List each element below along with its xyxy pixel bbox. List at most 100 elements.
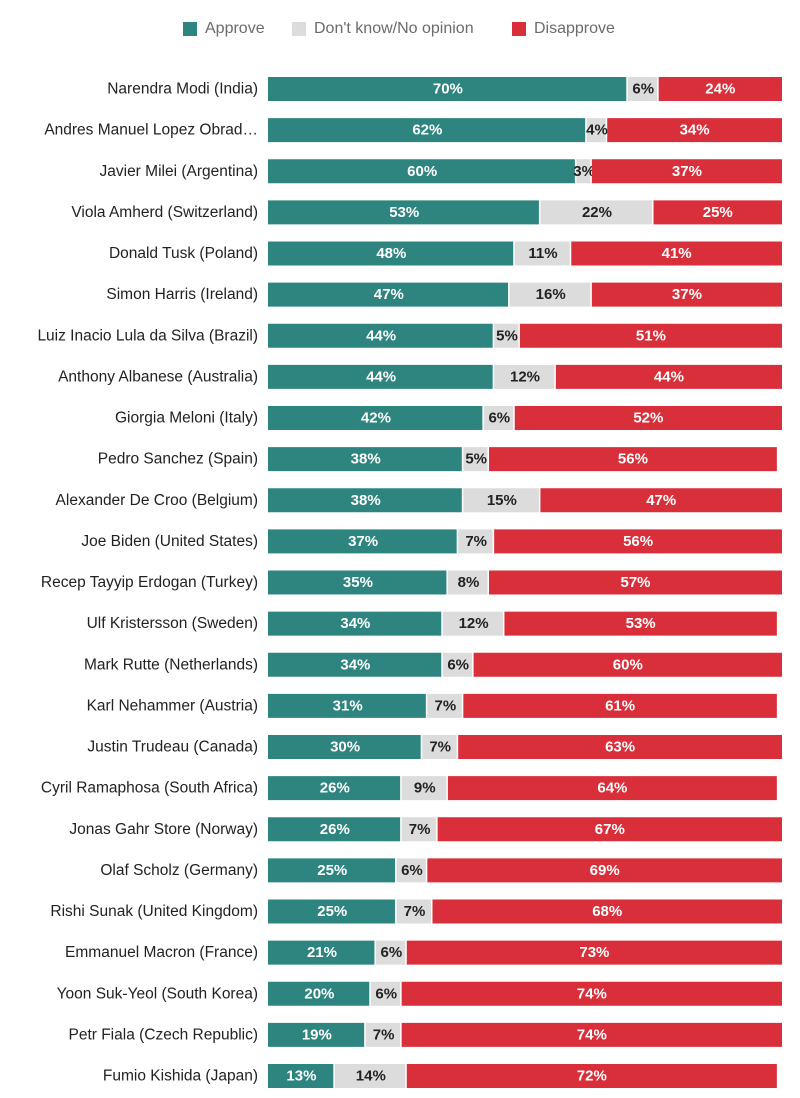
category-label: Giorgia Meloni (Italy): [115, 410, 258, 427]
data-label-approve: 20%: [304, 985, 334, 1002]
bar-segment-disapprove: [514, 406, 782, 430]
data-label-dont-know: 22%: [582, 204, 612, 221]
data-label-dont-know: 12%: [510, 368, 540, 385]
bar-segment-disapprove: [406, 940, 782, 965]
category-label: Ulf Kristersson (Sweden): [87, 615, 258, 632]
legend-label-approve: Approve: [205, 20, 265, 37]
data-label-approve: 30%: [330, 739, 360, 756]
bar-segment-dont-know: [463, 447, 488, 472]
category-label: Petr Fiala (Czech Republic): [68, 1026, 258, 1043]
data-label-disapprove: 53%: [626, 615, 656, 632]
data-label-approve: 38%: [351, 451, 381, 468]
bar-segment-approve: [268, 529, 457, 554]
bar-segment-dont-know: [586, 118, 606, 143]
bar-segment-disapprove: [504, 611, 777, 636]
bar-segment-disapprove: [591, 282, 782, 307]
bar-segment-dont-know: [576, 159, 591, 184]
data-label-dont-know: 7%: [404, 903, 426, 920]
bar-segment-disapprove: [540, 488, 782, 513]
data-label-disapprove: 69%: [590, 862, 620, 879]
bar-segment-disapprove: [571, 241, 782, 266]
legend-item-dont-know: Don't know/No opinion: [292, 18, 474, 40]
bar-segment-dont-know: [483, 406, 514, 430]
data-label-dont-know: 5%: [465, 451, 487, 468]
category-label: Viola Amherd (Switzerland): [71, 204, 258, 221]
bar-segment-approve: [268, 858, 395, 883]
data-label-approve: 34%: [340, 656, 370, 673]
data-label-dont-know: 5%: [496, 327, 518, 344]
bar-segment-disapprove: [591, 159, 782, 184]
data-label-dont-know: 7%: [429, 739, 451, 756]
bar-segment-approve: [268, 776, 401, 801]
legend: Approve Don't know/No opinion Disapprove: [0, 18, 800, 40]
bar-segment-approve: [268, 981, 370, 1006]
data-label-disapprove: 57%: [620, 574, 650, 591]
data-label-approve: 25%: [317, 862, 347, 879]
bar-segment-approve: [268, 118, 586, 143]
data-label-disapprove: 64%: [597, 780, 627, 797]
data-label-dont-know: 6%: [632, 81, 654, 98]
data-label-approve: 35%: [343, 574, 373, 591]
data-label-approve: 31%: [333, 697, 363, 714]
data-label-approve: 19%: [302, 1026, 332, 1043]
data-label-dont-know: 7%: [373, 1026, 395, 1043]
data-label-approve: 44%: [366, 368, 396, 385]
data-label-approve: 38%: [351, 492, 381, 509]
bar-segment-disapprove: [437, 817, 782, 842]
category-label: Cyril Ramaphosa (South Africa): [41, 780, 258, 797]
bar-segment-approve: [268, 447, 462, 472]
data-label-disapprove: 73%: [579, 944, 609, 961]
data-label-approve: 70%: [433, 81, 463, 98]
data-label-disapprove: 63%: [605, 739, 635, 756]
data-label-disapprove: 41%: [662, 245, 692, 262]
bar-segment-dont-know: [365, 1022, 401, 1047]
bar-segment-disapprove: [489, 570, 782, 595]
bar-segment-dont-know: [396, 899, 431, 924]
bar-segment-disapprove: [473, 652, 782, 677]
legend-swatch-dont-know: [292, 22, 306, 36]
data-label-approve: 42%: [361, 410, 391, 427]
bar-segment-disapprove: [653, 200, 782, 225]
bar-segment-approve: [268, 364, 493, 389]
data-label-approve: 25%: [317, 903, 347, 920]
data-label-approve: 62%: [412, 122, 442, 139]
bar-segment-dont-know: [463, 488, 539, 513]
legend-label-dont-know: Don't know/No opinion: [314, 20, 474, 37]
data-label-dont-know: 6%: [447, 656, 469, 673]
bar-segment-dont-know: [509, 282, 591, 307]
category-label: Narendra Modi (India): [107, 81, 258, 98]
data-label-disapprove: 37%: [672, 286, 702, 303]
bar-segment-disapprove: [401, 1022, 782, 1047]
data-label-disapprove: 47%: [646, 492, 676, 509]
bar-segment-approve: [268, 488, 462, 513]
bar-segment-disapprove: [401, 981, 782, 1006]
bar-segment-approve: [268, 406, 483, 430]
legend-label-disapprove: Disapprove: [534, 20, 615, 37]
bar-segment-approve: [268, 241, 514, 266]
bar-segment-approve: [268, 570, 447, 595]
data-label-approve: 47%: [374, 286, 404, 303]
bar-segment-dont-know: [442, 611, 503, 636]
data-label-disapprove: 68%: [592, 903, 622, 920]
category-label: Emmanuel Macron (France): [65, 944, 258, 961]
category-label: Fumio Kishida (Japan): [103, 1068, 258, 1085]
data-label-approve: 44%: [366, 327, 396, 344]
data-label-disapprove: 74%: [577, 1026, 607, 1043]
data-label-dont-know: 4%: [586, 122, 608, 139]
bar-segment-dont-know: [401, 776, 447, 801]
category-label: Donald Tusk (Poland): [109, 245, 258, 262]
data-label-dont-know: 16%: [536, 286, 566, 303]
bar-segment-approve: [268, 1064, 334, 1088]
bar-segment-dont-know: [627, 77, 658, 101]
category-label: Javier Milei (Argentina): [100, 163, 259, 180]
category-label: Joe Biden (United States): [81, 533, 258, 550]
bar-segment-dont-know: [540, 200, 652, 225]
bar-segment-dont-know: [427, 693, 462, 718]
category-label: Justin Trudeau (Canada): [87, 739, 258, 756]
data-label-dont-know: 12%: [459, 615, 489, 632]
legend-swatch-disapprove: [512, 22, 526, 36]
bar-segment-approve: [268, 611, 442, 636]
bar-segment-approve: [268, 899, 395, 924]
data-label-dont-know: 6%: [401, 862, 423, 879]
